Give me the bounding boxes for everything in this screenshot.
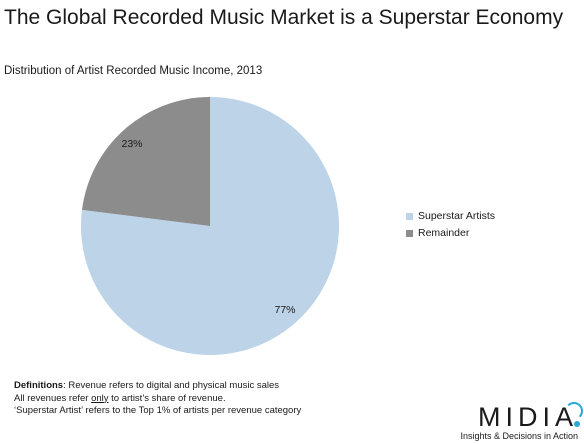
pie-label-superstar-artists: 77%	[274, 304, 295, 316]
legend-label-remainder: Remainder	[418, 227, 470, 239]
pie-label-remainder: 23%	[121, 138, 142, 150]
chart-title: The Global Recorded Music Market is a Su…	[4, 6, 564, 29]
legend-swatch-remainder	[406, 230, 413, 237]
logo-text: MIDIA	[477, 402, 578, 432]
notes-line-3: ‘Superstar Artist’ refers to the Top 1% …	[14, 405, 302, 416]
notes-line-1: Definitions: Revenue refers to digital a…	[14, 380, 301, 393]
notes-line-1-text: : Revenue refers to digital and physical…	[63, 380, 280, 391]
logo-arc-icon	[565, 402, 583, 420]
logo-wordmark: MIDIA	[477, 402, 583, 432]
logo-tagline: Insights & Decisions in Action	[460, 431, 578, 441]
legend-item-remainder: Remainder	[406, 225, 495, 242]
definitions-notes: Definitions: Revenue refers to digital a…	[14, 380, 301, 418]
legend-item-superstar-artists: Superstar Artists	[406, 208, 495, 225]
legend: Superstar Artists Remainder	[406, 208, 495, 242]
notes-line-2-underlined: only	[91, 392, 109, 404]
notes-line-2-pre: All revenues refer	[14, 392, 92, 404]
legend-swatch-superstar-artists	[406, 213, 413, 220]
logo-dot-icon	[574, 421, 580, 427]
notes-line-2: All revenues refer only to artist’s shar…	[14, 393, 301, 406]
pie-slice-remainder	[82, 97, 210, 226]
legend-label-superstar-artists: Superstar Artists	[418, 210, 496, 222]
midia-logo: MIDIA Insights & Decisions in Action	[446, 402, 583, 442]
chart-subtitle: Distribution of Artist Recorded Music In…	[4, 65, 263, 77]
definitions-label: Definitions	[14, 380, 64, 391]
notes-line-2-post: to artist’s share of revenue.	[108, 392, 226, 404]
pie-chart: 77% 23%	[81, 97, 339, 355]
